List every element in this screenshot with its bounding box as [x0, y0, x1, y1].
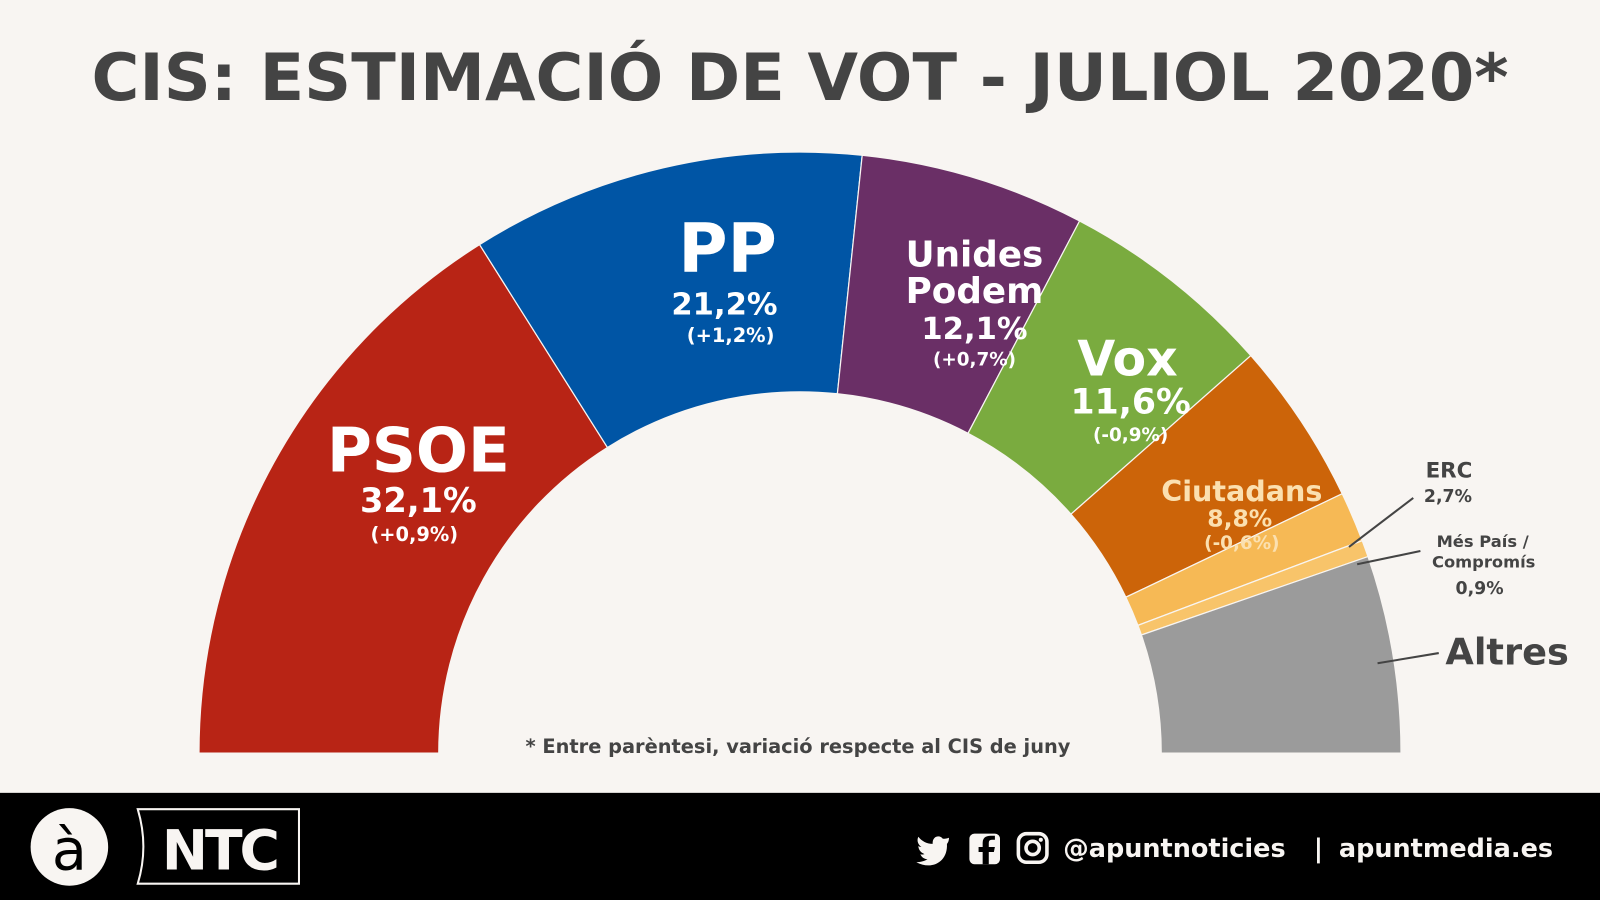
label-mespais-value: 0,9% — [1456, 579, 1504, 599]
slice-name: Ciutadans — [1161, 474, 1322, 508]
website-link[interactable]: apuntmedia.es — [1339, 834, 1553, 864]
slice-name: PP — [678, 208, 777, 287]
slice-change: (-0,9%) — [1093, 425, 1168, 446]
slices — [198, 151, 1402, 754]
slice-change: (+1,2%) — [687, 324, 775, 347]
slice-change: (+0,9%) — [370, 523, 458, 546]
label-ciutadans: Ciutadans 8,8% (-0,6%) — [1161, 474, 1322, 554]
slice-value: 21,2% — [671, 287, 777, 322]
footnote: * Entre parèntesi, variació respecte al … — [525, 735, 1070, 758]
label-altres: Altres — [1445, 630, 1568, 673]
label-mespais-line: Més País / — [1437, 532, 1529, 551]
label-pp: PP 21,2% (+1,2%) — [671, 208, 777, 346]
slice-value: 32,1% — [360, 481, 477, 520]
slice-value: 12,1% — [921, 312, 1027, 347]
footer-separator: | — [1314, 834, 1323, 864]
label-vox: Vox 11,6% (-0,9%) — [1070, 331, 1190, 446]
slice-altres — [1140, 555, 1402, 754]
label-unides-podem: Unides Podem 12,1% (+0,7%) — [906, 234, 1044, 370]
footer: à NTC @apuntnoticies | apuntmedia.es — [0, 792, 1600, 900]
ntc-logo: NTC — [162, 818, 277, 882]
slice-name: PSOE — [327, 415, 510, 486]
label-erc-value: 2,7% — [1424, 487, 1472, 507]
slice-value: 8,8% — [1207, 505, 1272, 533]
slice-change: (-0,6%) — [1204, 533, 1279, 554]
apunt-logo — [30, 808, 109, 886]
slice-psoe — [198, 243, 609, 754]
facebook-icon[interactable] — [969, 833, 1000, 865]
apunt-logo-letter: à — [52, 817, 87, 883]
slice-name-line: Podem — [906, 271, 1044, 312]
instagram-icon[interactable] — [1016, 831, 1049, 865]
label-psoe: PSOE 32,1% (+0,9%) — [327, 415, 510, 545]
chart-title: CIS: ESTIMACIÓ DE VOT - JULIOL 2020* — [91, 39, 1508, 116]
ntc-logo-frame — [136, 808, 300, 885]
slice-value: 11,6% — [1070, 382, 1190, 422]
slice-name: Vox — [1077, 331, 1177, 388]
label-mespais-line: Compromís — [1432, 552, 1535, 571]
slice-name-line: Unides — [906, 234, 1044, 275]
slice-change: (+0,7%) — [933, 349, 1016, 370]
twitter-icon[interactable] — [916, 836, 949, 866]
label-erc-name: ERC — [1426, 459, 1473, 484]
social-handle[interactable]: @apuntnoticies — [1063, 834, 1285, 864]
